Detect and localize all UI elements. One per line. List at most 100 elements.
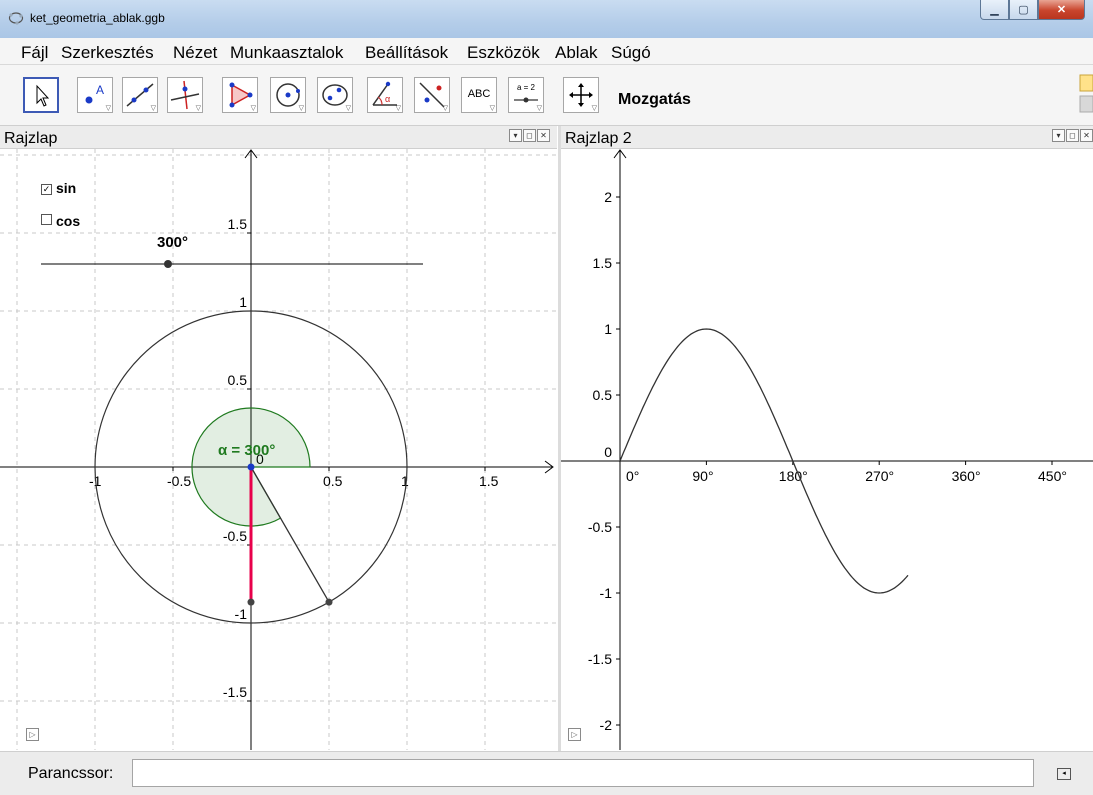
angle-icon: α — [372, 81, 397, 106]
style-bar-toggle[interactable]: ▷ — [568, 728, 581, 741]
slider-value-label: 300° — [157, 234, 188, 251]
y-tick-label: -1 — [235, 606, 248, 622]
menu-perspectives[interactable]: Munkaasztalok — [230, 43, 344, 62]
menu-help[interactable]: Súgó — [611, 43, 651, 62]
x-axis-arrow — [544, 460, 554, 474]
view-splitter[interactable] — [558, 126, 561, 751]
angle-label: α = 300° — [218, 442, 275, 459]
x-tick-label: 1 — [401, 473, 409, 489]
cos-checkbox-label: cos — [56, 213, 81, 229]
svg-text:A: A — [96, 83, 104, 97]
chevron-down-icon: ▽ — [195, 105, 201, 112]
graphics2-canvas[interactable]: 0° 90° 180° 270° 360° 450° 2 1.5 1 0.5 0 -0.5 -1 -1.5… — [561, 149, 1093, 750]
x-tick-label: 0° — [626, 468, 639, 484]
sine-projection-point — [247, 598, 255, 606]
y-axis-arrow — [244, 149, 258, 159]
point-icon: A — [85, 83, 104, 104]
menu-tools[interactable]: Eszközök — [467, 43, 540, 62]
geogebra-app-icon — [8, 12, 24, 25]
tool-perpendicular[interactable]: ▽ — [167, 77, 203, 113]
chevron-down-icon: ▽ — [345, 105, 351, 112]
tool-reflect[interactable]: ▽ — [414, 77, 450, 113]
y-tick-label: 1.5 — [228, 216, 248, 232]
text-icon: ABC — [467, 88, 491, 100]
chevron-down-icon: ▽ — [442, 105, 448, 112]
command-input[interactable] — [132, 759, 1034, 787]
graphics2-view[interactable]: 0° 90° 180° 270° 360° 450° 2 1.5 1 0.5 0 -0.5 -1 -1.5… — [561, 149, 1093, 750]
menu-edit[interactable]: Szerkesztés — [61, 43, 154, 62]
redo-icon — [1079, 95, 1093, 113]
slider-handle — [164, 260, 172, 268]
slider-track-icon — [514, 97, 538, 103]
cos-checkbox[interactable]: cos — [41, 213, 80, 229]
close-button[interactable]: ✕ — [1038, 0, 1085, 20]
tool-circle[interactable]: ▽ — [270, 77, 306, 113]
circle-point — [325, 598, 333, 606]
tool-slider[interactable]: a = 2 ▽ — [508, 77, 544, 113]
y-tick-label: 1.5 — [593, 255, 613, 271]
y-tick-label: -1.5 — [223, 684, 247, 700]
input-bar-label: Parancssor: — [28, 765, 114, 782]
close-view-button[interactable]: ✕ — [537, 129, 550, 142]
chevron-down-icon: ▽ — [150, 105, 156, 112]
maximize-button[interactable]: ▢ — [1009, 0, 1038, 20]
x-tick-label: 0 — [256, 451, 264, 467]
tool-angle[interactable]: α ▽ — [367, 77, 403, 113]
keyboard-toggle-icon[interactable]: ◂ — [1057, 768, 1071, 780]
minimize-button[interactable]: ▁ — [980, 0, 1009, 20]
graphics1-view[interactable]: -1-0.500.511.51.510.5-0.5-1-1.5α = 300°3… — [0, 149, 558, 750]
undo-icon — [1079, 74, 1093, 92]
perpendicular-line-icon — [170, 80, 200, 110]
tool-text[interactable]: ABC ▽ — [461, 77, 497, 113]
maximize-icon: ▢ — [1018, 4, 1029, 16]
checkbox-unchecked-icon — [41, 214, 52, 225]
tool-ellipse[interactable]: ▽ — [317, 77, 353, 113]
menu-options[interactable]: Beállítások — [365, 43, 449, 62]
y-tick-label: 0 — [604, 444, 612, 460]
unit-circle — [94, 310, 408, 624]
y-tick-label: 2 — [604, 189, 612, 205]
y-axis-arrow — [613, 149, 627, 159]
minimize-icon: ▁ — [990, 4, 999, 16]
close-icon: ✕ — [1056, 4, 1067, 16]
title-bar: ket_geometria_ablak.ggb ▁ ▢ ✕ — [0, 0, 1093, 39]
view-menu-button[interactable]: ▾ — [509, 129, 522, 142]
graphics1-canvas[interactable]: -1-0.500.511.51.510.5-0.5-1-1.5α = 300°3… — [0, 149, 558, 750]
chevron-down-icon: ▽ — [395, 105, 401, 112]
tool-polygon[interactable]: ▽ — [222, 77, 258, 113]
chevron-down-icon: ▽ — [250, 105, 256, 112]
tool-line[interactable]: ▽ — [122, 77, 158, 113]
checkbox-checked-icon: ✓ — [41, 184, 52, 195]
tool-move-view[interactable]: ▽ — [563, 77, 599, 113]
style-bar-toggle[interactable]: ▷ — [26, 728, 39, 741]
circle-center-icon — [276, 83, 300, 107]
graphics2-header: Rajzlap 2 ▾ ◻ ✕ — [561, 126, 1093, 149]
move-view-icon — [569, 83, 593, 107]
chevron-down-icon: ▽ — [489, 105, 495, 112]
undo-redo-buttons[interactable] — [1079, 74, 1093, 114]
x-tick-label: 450° — [1038, 468, 1067, 484]
menu-window[interactable]: Ablak — [555, 43, 598, 62]
undock-button[interactable]: ◻ — [523, 129, 536, 142]
x-tick-label: 90° — [692, 468, 713, 484]
tool-move[interactable] — [23, 77, 59, 113]
y-tick-label: 0.5 — [228, 372, 248, 388]
sin-checkbox[interactable]: ✓ sin — [41, 180, 76, 196]
close-view-button[interactable]: ✕ — [1080, 129, 1093, 142]
slider-icon: a = 2 — [516, 83, 535, 92]
chevron-down-icon: ▽ — [105, 105, 111, 112]
undock-button[interactable]: ◻ — [1066, 129, 1079, 142]
menu-bar: Fájl Szerkesztés Nézet Munkaasztalok Beá… — [0, 38, 1093, 65]
y-tick-label: -0.5 — [588, 519, 612, 535]
tool-point[interactable]: A ▽ — [77, 77, 113, 113]
x-tick-label: 270° — [865, 468, 894, 484]
graphics1-header: Rajzlap ▾ ◻ ✕ — [0, 126, 557, 149]
y-tick-label: 0.5 — [593, 387, 613, 403]
x-tick-label: 1.5 — [479, 473, 499, 489]
view-menu-button[interactable]: ▾ — [1052, 129, 1065, 142]
y-tick-label: -2 — [600, 717, 613, 733]
ellipse-icon — [322, 84, 348, 106]
menu-file[interactable]: Fájl — [21, 43, 49, 62]
y-tick-label: -1.5 — [588, 651, 612, 667]
menu-view[interactable]: Nézet — [173, 43, 218, 62]
